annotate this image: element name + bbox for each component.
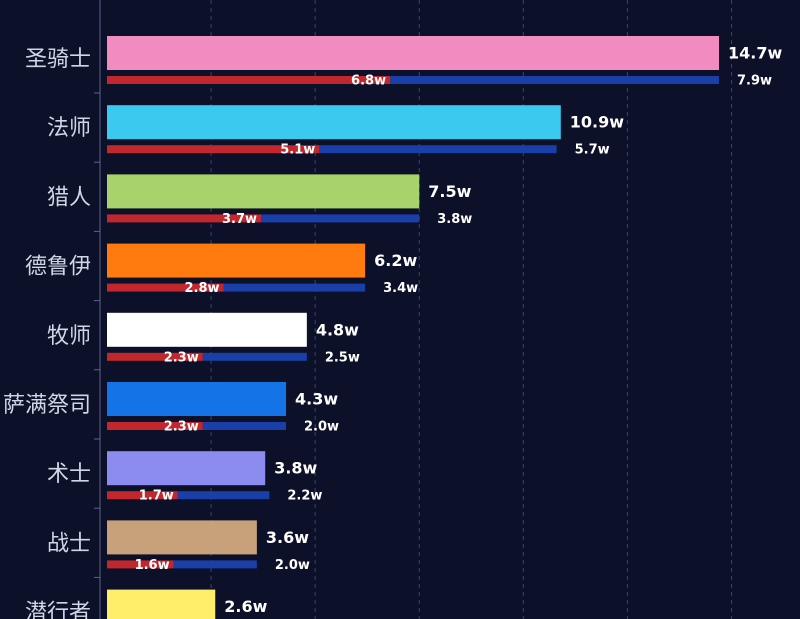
total-value-label: 10.9w <box>570 113 624 132</box>
total-bar <box>107 36 719 70</box>
series-1-value-label: 6.8w <box>351 74 386 89</box>
category-label: 术士 <box>47 462 91 487</box>
series-1-value-label: 1.6w <box>135 558 170 573</box>
total-bar <box>107 520 257 555</box>
series-2-value-label: 3.8w <box>437 212 472 227</box>
series-1-value-label: 3.7w <box>222 212 257 227</box>
series-2-bar <box>202 352 307 361</box>
total-bar <box>107 174 420 209</box>
series-1-bar <box>107 145 320 154</box>
series-1-value-label: 1.7w <box>139 489 174 504</box>
total-value-label: 3.6w <box>266 528 309 547</box>
series-1-bar <box>107 352 203 361</box>
series-2-bar <box>177 491 270 500</box>
series-2-bar <box>319 145 557 154</box>
series-2-bar <box>202 422 287 430</box>
category-label: 牧师 <box>47 324 91 349</box>
category-label: 战士 <box>47 531 91 556</box>
series-2-value-label: 7.9w <box>737 74 772 89</box>
series-1-bar <box>107 560 174 569</box>
category-label: 猎人 <box>47 185 91 210</box>
series-1-value-label: 5.1w <box>280 143 315 158</box>
total-value-label: 4.3w <box>295 390 338 409</box>
grid <box>94 0 732 619</box>
series-2-value-label: 2.2w <box>287 489 322 504</box>
category-label: 圣骑士 <box>25 47 91 72</box>
series-1-bar <box>107 214 262 223</box>
total-bar <box>107 105 561 140</box>
bars <box>107 36 719 619</box>
series-2-value-label: 3.4w <box>383 281 418 296</box>
series-1-bar <box>107 422 203 430</box>
category-label: 萨满祭司 <box>3 393 91 418</box>
series-1-bar <box>107 491 178 500</box>
series-1-value-label: 2.8w <box>185 281 220 296</box>
total-value-label: 7.5w <box>428 182 471 201</box>
category-label: 潜行者 <box>25 601 91 619</box>
series-1-bar <box>107 76 391 84</box>
total-value-label: 4.8w <box>316 320 359 339</box>
total-value-label: 2.6w <box>224 597 267 616</box>
series-2-bar <box>173 560 257 569</box>
series-1-value-label: 2.3w <box>164 350 199 365</box>
total-value-label: 3.8w <box>274 459 317 478</box>
series-2-value-label: 2.0w <box>304 420 339 435</box>
series-1-value-label: 2.3w <box>164 420 199 435</box>
total-bar <box>107 382 287 416</box>
series-2-value-label: 2.0w <box>275 558 310 573</box>
total-value-label: 14.7w <box>728 44 782 63</box>
series-2-value-label: 5.7w <box>575 143 610 158</box>
series-2-value-label: 2.5w <box>325 350 360 365</box>
total-value-label: 6.2w <box>374 251 417 270</box>
total-bar <box>107 451 266 486</box>
series-2-bar <box>261 214 420 223</box>
category-label: 法师 <box>47 116 91 141</box>
total-bar <box>107 243 366 278</box>
category-label: 德鲁伊 <box>25 255 91 280</box>
series-2-bar <box>223 283 366 292</box>
total-bar <box>107 589 216 619</box>
series-2-bar <box>390 76 719 84</box>
labels: 圣骑士 14.7w 6.8w 7.9w 法师 10.9w 5.1w 5.7w 猎人 7.5w 3.7… <box>3 44 782 619</box>
total-bar <box>107 312 307 347</box>
series-1-bar <box>107 283 224 292</box>
